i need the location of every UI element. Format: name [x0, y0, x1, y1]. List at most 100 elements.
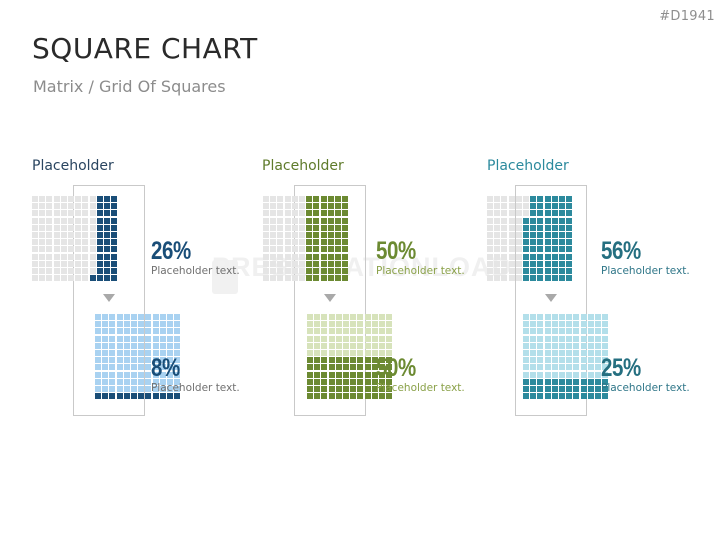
- grid-square: [364, 393, 371, 400]
- grid-square: [263, 196, 269, 202]
- grid-square: [116, 364, 123, 371]
- grid-square: [595, 371, 601, 378]
- grid-square: [328, 321, 335, 328]
- grid-square: [386, 371, 393, 378]
- grid-square: [357, 328, 364, 335]
- grid-square: [32, 253, 38, 260]
- grid-square: [386, 386, 393, 392]
- grid-square: [89, 224, 96, 231]
- grid-square: [102, 357, 109, 364]
- grid-square: [46, 203, 53, 210]
- grid-square: [307, 357, 313, 364]
- grid-square: [602, 335, 609, 342]
- grid-square: [313, 268, 320, 274]
- grid-square: [306, 232, 313, 238]
- grid-square: [537, 260, 544, 267]
- grid-square: [174, 314, 181, 320]
- grid-square: [109, 335, 116, 342]
- grid-square: [299, 224, 305, 231]
- grid-square: [544, 314, 551, 320]
- grid-square: [102, 386, 109, 392]
- grid-square: [60, 210, 67, 217]
- grid-square: [494, 246, 501, 253]
- grid-square: [138, 321, 145, 328]
- grid-square: [573, 371, 580, 378]
- grid-square: [342, 232, 349, 238]
- grid-square: [530, 268, 537, 274]
- panel-2-label: Placeholder: [262, 158, 344, 174]
- grid-square: [327, 253, 334, 260]
- grid-square: [320, 232, 327, 238]
- grid-square: [595, 364, 601, 371]
- grid-square: [159, 386, 166, 392]
- grid-square: [152, 386, 159, 392]
- grid-square: [335, 378, 342, 385]
- grid-square: [530, 224, 537, 231]
- grid-square: [263, 210, 269, 217]
- grid-square: [494, 224, 501, 231]
- grid-square: [595, 393, 601, 400]
- grid-square: [386, 350, 393, 356]
- grid-square: [494, 203, 501, 210]
- grid-square: [559, 350, 565, 356]
- grid-square: [379, 335, 385, 342]
- grid-square: [515, 232, 522, 238]
- grid-square: [270, 260, 277, 267]
- grid-square: [60, 260, 67, 267]
- grid-square: [145, 328, 152, 335]
- grid-square: [95, 321, 101, 328]
- grid-square: [379, 364, 385, 371]
- grid-square: [321, 321, 328, 328]
- grid-square: [109, 342, 116, 349]
- grid-square: [60, 239, 67, 246]
- grid-square: [131, 314, 137, 320]
- grid-square: [307, 371, 313, 378]
- grid-square: [566, 386, 573, 392]
- grid-square: [343, 328, 349, 335]
- grid-square: [321, 342, 328, 349]
- grid-square: [167, 314, 173, 320]
- grid-square: [544, 378, 551, 385]
- grid-square: [573, 342, 580, 349]
- grid-square: [96, 253, 103, 260]
- grid-square: [386, 357, 393, 364]
- grid-square: [537, 328, 544, 335]
- grid-square: [544, 393, 551, 400]
- grid-square: [46, 217, 53, 224]
- grid-square: [284, 275, 291, 282]
- grid-square: [530, 210, 537, 217]
- grid-square: [573, 328, 580, 335]
- grid-square: [335, 268, 341, 274]
- grid-square: [60, 217, 67, 224]
- grid-square: [335, 328, 342, 335]
- grid-square: [138, 371, 145, 378]
- grid-square: [537, 232, 544, 238]
- grid-square: [544, 217, 551, 224]
- grid-square: [263, 253, 269, 260]
- grid-square: [291, 210, 298, 217]
- grid-square: [523, 328, 529, 335]
- grid-square: [321, 328, 328, 335]
- grid-square: [321, 357, 328, 364]
- grid-square: [523, 357, 529, 364]
- grid-square: [32, 275, 38, 282]
- grid-square: [523, 203, 529, 210]
- grid-square: [96, 246, 103, 253]
- grid-square: [53, 260, 60, 267]
- grid-square: [32, 246, 38, 253]
- grid-square: [131, 393, 137, 400]
- grid-square: [559, 246, 565, 253]
- grid-square: [53, 239, 60, 246]
- grid-square: [75, 232, 82, 238]
- grid-square: [335, 314, 342, 320]
- grid-square: [357, 386, 364, 392]
- grid-square: [46, 224, 53, 231]
- grid-square: [515, 253, 522, 260]
- grid-square: [530, 350, 537, 356]
- grid-square: [104, 203, 110, 210]
- grid-square: [515, 275, 522, 282]
- grid-square: [320, 275, 327, 282]
- grid-square: [328, 371, 335, 378]
- grid-square: [551, 364, 558, 371]
- grid-square: [530, 371, 537, 378]
